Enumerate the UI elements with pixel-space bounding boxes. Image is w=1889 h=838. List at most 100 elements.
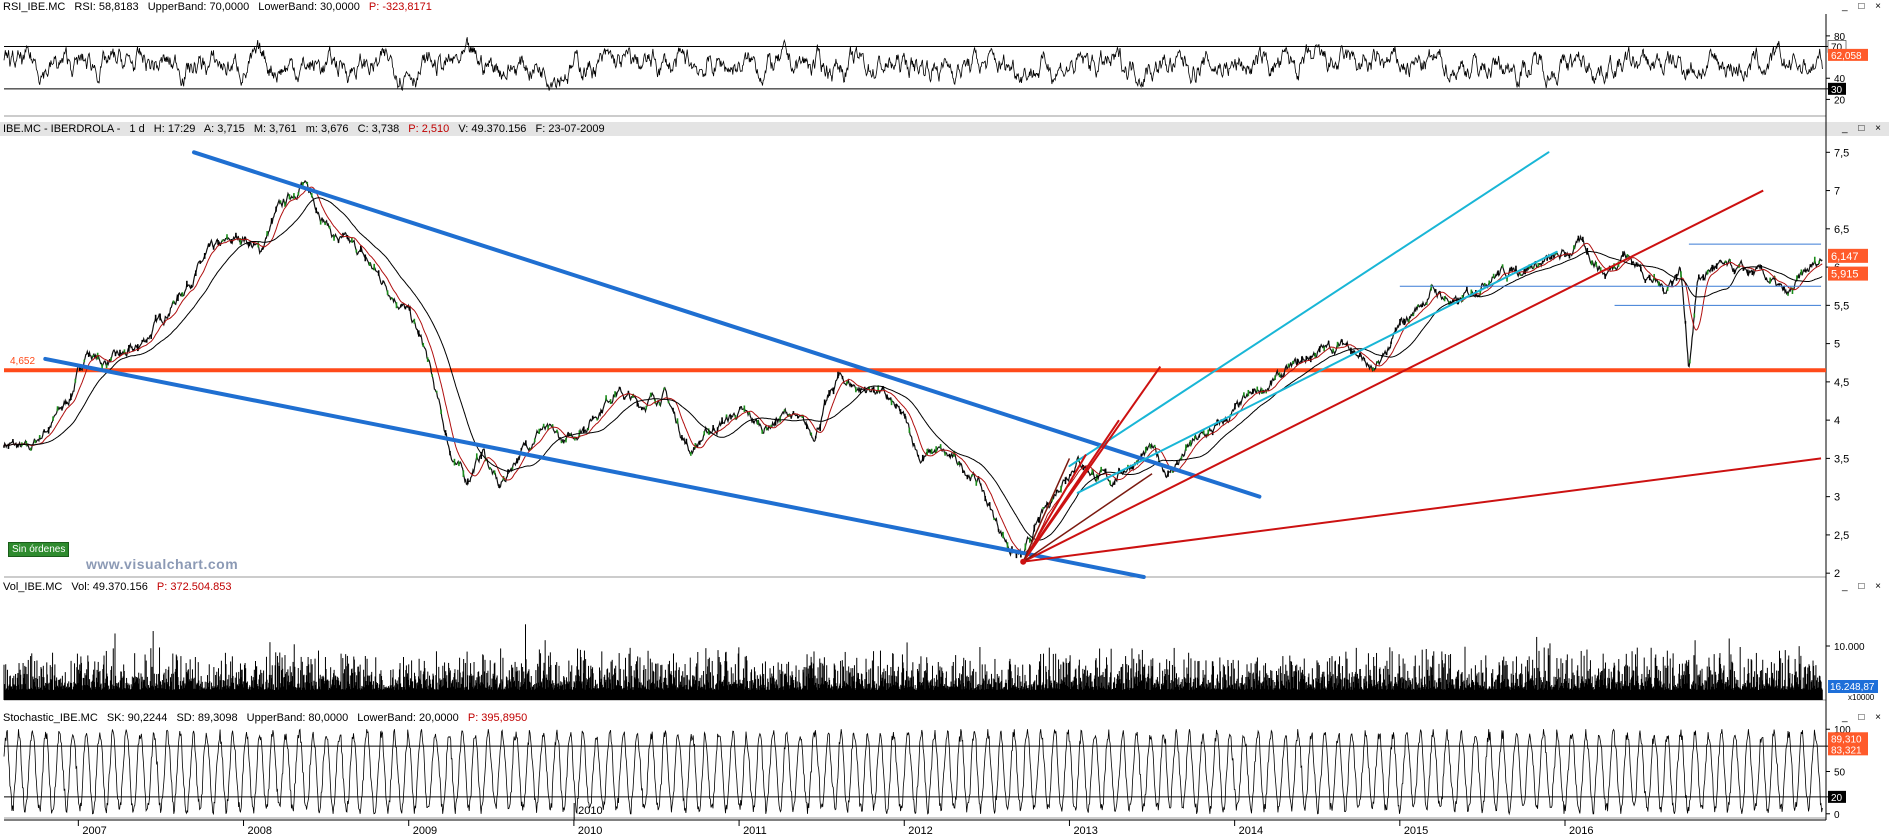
price-candle [797,416,799,419]
price-candle [1390,341,1392,344]
price-candle [480,452,483,459]
price-candle [1577,235,1580,241]
price-candle [1417,304,1419,307]
price-candle [547,425,549,431]
price-candle [1550,254,1553,260]
price-candle [1501,264,1504,268]
price-candle [966,474,969,480]
price-candle [302,182,304,188]
price-candle [1541,260,1544,264]
stochastic-line [3,728,1823,816]
price-candle [248,242,251,247]
price-candle [377,270,380,276]
price-candle [498,484,500,488]
price-candle [1350,347,1352,355]
price-candle [1095,474,1098,482]
price-candle [556,429,558,434]
price-candle [1309,355,1312,363]
price-candle [1136,460,1138,464]
price-candle [266,231,268,236]
price-candle [270,218,273,224]
price-candle [988,502,991,507]
price-candle [636,400,639,407]
price-candle [221,239,224,242]
year-tick-label: 2007 [82,825,106,837]
price-candle [1791,287,1794,294]
price-candle [360,245,362,252]
high-value: M: 3,761 [253,123,297,135]
price-candle [1073,470,1076,474]
price-candle [65,401,68,405]
price-candle [640,407,643,411]
price-candle [1434,289,1437,292]
price-candle [1385,352,1388,356]
price-candle [449,450,451,456]
price-candle [355,249,358,253]
price-candle [1622,251,1624,257]
price-candle [1747,269,1749,276]
price-candle [1140,453,1143,459]
price-candle [244,236,246,241]
price-candle [819,424,821,432]
price-candle [716,427,719,433]
price-candle [172,300,175,304]
price-candle [1269,380,1272,385]
price-candle [1412,313,1415,316]
price-candle [1648,274,1651,281]
price-candle [877,385,879,393]
volume-p-value: P: 372.504.853 [156,581,232,593]
support-label: 4,652 [10,356,35,367]
price-candle [1283,373,1285,376]
price-candle [382,280,384,283]
price-candle [855,387,857,393]
price-candle [1185,444,1187,451]
open-value: A: 3,715 [203,123,245,135]
price-candle [462,470,465,478]
price-candle [110,357,112,361]
price-candle [698,440,701,445]
price-series [3,179,1823,557]
price-candle [337,240,340,243]
price-candle [1256,386,1259,392]
price-candle [627,390,630,395]
price-candle [587,428,590,431]
price-candle [1813,256,1816,264]
price-candle [1470,289,1473,295]
price-window-buttons[interactable]: _ □ × [1842,123,1885,134]
rsi-window-buttons[interactable]: _ □ × [1842,1,1885,12]
price-candle [792,411,795,415]
price-candle [1131,465,1134,470]
price-candle [904,413,906,419]
price-candle [1515,265,1517,273]
price-candle [1301,356,1303,363]
price-candle [1479,290,1482,296]
price-candle [444,430,447,436]
order-status-badge[interactable]: Sin órdenes [8,542,70,557]
price-candle [1015,551,1018,559]
rsi-upper-band: UpperBand: 70,0000 [147,1,250,13]
price-candle [779,416,781,423]
price-candle [667,400,670,404]
rsi-line [3,37,1823,91]
price-candle [752,420,755,424]
price-tick-label: 7,5 [1834,147,1849,159]
price-candle [730,415,732,420]
price-candle [1198,434,1201,438]
volume-window-buttons[interactable]: _ □ × [1842,581,1885,592]
price-candle [38,435,41,439]
price-candle [618,386,621,390]
rsi-badge-box [1828,48,1868,61]
low-value: m: 3,676 [305,123,349,135]
stochastic-upper-band: UpperBand: 80,0000 [246,712,349,724]
stochastic-window-buttons[interactable]: _ □ × [1842,712,1885,723]
price-candle [1657,281,1660,286]
price-candle [333,235,335,241]
price-candle [1100,466,1102,473]
year-tick-label: 2008 [248,825,272,837]
price-candle [975,480,978,486]
stochastic-badge-label: 20 [1831,793,1843,804]
price-candle [1091,468,1094,475]
price-candle [690,451,692,456]
price-candle [1809,264,1812,267]
